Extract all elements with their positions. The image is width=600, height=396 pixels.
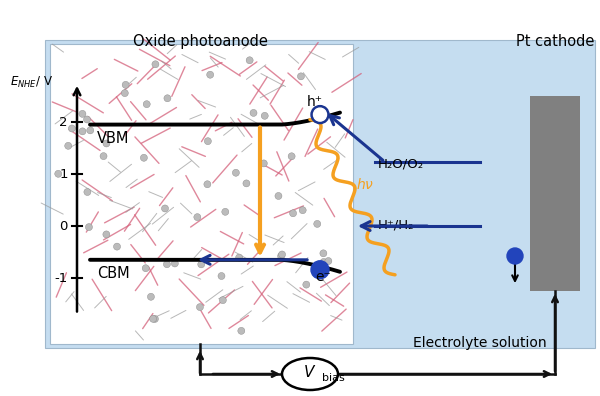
Circle shape bbox=[314, 221, 321, 227]
Circle shape bbox=[250, 109, 257, 116]
Ellipse shape bbox=[282, 358, 338, 390]
Circle shape bbox=[232, 169, 239, 176]
Circle shape bbox=[222, 208, 229, 215]
Circle shape bbox=[79, 110, 86, 117]
Circle shape bbox=[278, 251, 286, 258]
Circle shape bbox=[152, 61, 159, 68]
Circle shape bbox=[204, 181, 211, 188]
Circle shape bbox=[149, 315, 157, 322]
Circle shape bbox=[238, 327, 245, 334]
Circle shape bbox=[122, 81, 129, 88]
Circle shape bbox=[311, 261, 329, 279]
Circle shape bbox=[243, 180, 250, 187]
Circle shape bbox=[103, 231, 110, 238]
Circle shape bbox=[194, 213, 201, 221]
Text: 0: 0 bbox=[59, 219, 68, 232]
Circle shape bbox=[314, 108, 326, 121]
Circle shape bbox=[198, 261, 205, 268]
Text: e⁻: e⁻ bbox=[315, 270, 331, 284]
Circle shape bbox=[148, 293, 154, 300]
Text: H⁺/H₂: H⁺/H₂ bbox=[378, 218, 415, 231]
Text: 1: 1 bbox=[59, 168, 68, 181]
Circle shape bbox=[218, 272, 225, 280]
Circle shape bbox=[311, 106, 329, 124]
Text: $V$: $V$ bbox=[304, 364, 317, 380]
Circle shape bbox=[299, 207, 306, 214]
Circle shape bbox=[113, 243, 121, 250]
Circle shape bbox=[87, 127, 94, 134]
Text: Oxide photoanode: Oxide photoanode bbox=[133, 34, 268, 49]
Circle shape bbox=[68, 125, 76, 132]
Circle shape bbox=[151, 316, 158, 322]
Circle shape bbox=[290, 210, 296, 217]
Circle shape bbox=[246, 57, 253, 64]
Circle shape bbox=[288, 153, 295, 160]
Circle shape bbox=[100, 152, 107, 160]
Bar bbox=[530, 96, 580, 291]
Text: -1: -1 bbox=[55, 272, 68, 284]
Circle shape bbox=[142, 265, 149, 272]
Circle shape bbox=[206, 71, 214, 78]
Circle shape bbox=[261, 112, 268, 119]
Text: Electrolyte solution: Electrolyte solution bbox=[413, 336, 547, 350]
Circle shape bbox=[236, 254, 242, 261]
Circle shape bbox=[260, 160, 268, 167]
Circle shape bbox=[85, 224, 92, 230]
Circle shape bbox=[103, 140, 110, 147]
Text: CBM: CBM bbox=[97, 266, 130, 281]
Text: VBM: VBM bbox=[97, 131, 130, 146]
Circle shape bbox=[278, 253, 284, 260]
Circle shape bbox=[163, 261, 170, 268]
Text: 2: 2 bbox=[59, 116, 68, 128]
Circle shape bbox=[65, 142, 72, 149]
Circle shape bbox=[220, 297, 226, 304]
Circle shape bbox=[205, 138, 211, 145]
Circle shape bbox=[143, 101, 150, 108]
Text: Pt cathode: Pt cathode bbox=[516, 34, 594, 49]
Circle shape bbox=[140, 154, 148, 161]
Text: $h\nu$: $h\nu$ bbox=[356, 177, 374, 192]
Circle shape bbox=[161, 205, 169, 212]
Circle shape bbox=[55, 170, 62, 177]
Circle shape bbox=[320, 259, 327, 265]
Circle shape bbox=[275, 192, 282, 200]
Circle shape bbox=[325, 257, 332, 265]
Circle shape bbox=[84, 188, 91, 196]
Circle shape bbox=[196, 304, 203, 310]
Circle shape bbox=[507, 248, 523, 264]
Circle shape bbox=[172, 260, 178, 267]
Circle shape bbox=[79, 128, 86, 135]
Bar bbox=[50, 44, 353, 344]
Text: h⁺: h⁺ bbox=[307, 95, 323, 109]
Circle shape bbox=[320, 250, 327, 257]
Text: H₂O/O₂: H₂O/O₂ bbox=[378, 157, 424, 170]
Bar bbox=[45, 40, 595, 348]
Circle shape bbox=[303, 281, 310, 288]
Text: $E_{NHE}$/ V: $E_{NHE}$/ V bbox=[10, 75, 53, 90]
Circle shape bbox=[83, 116, 91, 123]
Circle shape bbox=[121, 89, 128, 97]
Text: bias: bias bbox=[322, 373, 345, 383]
Circle shape bbox=[298, 73, 304, 80]
Circle shape bbox=[164, 95, 171, 102]
